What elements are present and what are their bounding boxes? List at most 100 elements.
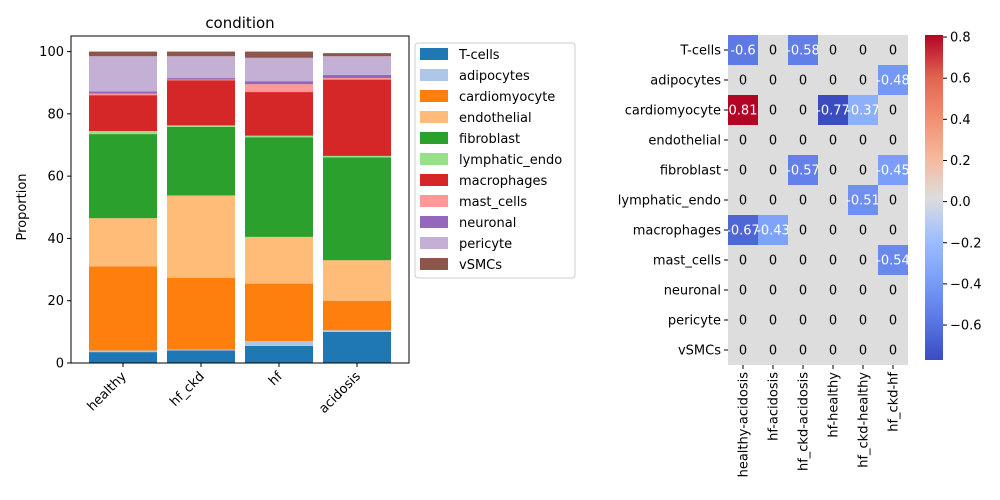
bar-segment-neuronal-hf <box>245 81 313 85</box>
bar-segment-macrophages-hf <box>245 92 313 136</box>
heatmap-cell-label: 0 <box>769 44 777 59</box>
bar-segment-fibroblast-hf <box>245 137 313 237</box>
heatmap-cell-label: -0.67 <box>726 224 760 239</box>
stacked-bar-chart: condition Proportion 0 20 40 60 80 100 health… <box>15 14 576 417</box>
bar-segment-mast-cells-hf <box>245 84 313 93</box>
heatmap-cell-label: -0.48 <box>876 74 910 89</box>
legend: T-cells adipocytes cardiomyocyte endothelia… <box>414 42 576 279</box>
heatmap-cell-label: 0 <box>829 254 837 269</box>
bar-segment-lymphatic-endo-hf <box>245 135 313 138</box>
bar-segment-macrophages-hf-ckd <box>167 80 235 126</box>
legend-label: fibroblast <box>459 132 520 147</box>
heatmap-cell-label: 0 <box>889 194 897 209</box>
legend-swatch <box>420 90 448 102</box>
heatmap-cell-lymphatic-endo-hf-healthy <box>818 185 848 215</box>
heatmap-cell-label: 0 <box>889 344 897 359</box>
bar-segment-fibroblast-hf-ckd <box>167 126 235 196</box>
heatmap-cell-neuronal-hf-ckd-hf <box>878 275 908 305</box>
heatmap-cell-adipocytes-hf-ckd-hf <box>878 65 908 95</box>
legend-label: mast_cells <box>459 195 527 210</box>
heatmap-cell-label: 0 <box>739 194 747 209</box>
heatmap-cell-vsmcs-hf-ckd-healthy <box>848 335 878 365</box>
heatmap-cell-cardiomyocyte-hf-ckd-acidosis <box>788 95 818 125</box>
heatmap-cell-label: 0 <box>799 284 807 299</box>
heatmap-cell-t-cells-healthy-acidosis <box>728 35 758 65</box>
heatmap-cell-pericyte-healthy-acidosis <box>728 305 758 335</box>
heatmap-cell-label: -0.57 <box>786 164 820 179</box>
heatmap-cell-cardiomyocyte-hf-ckd-hf <box>878 95 908 125</box>
heatmap-cell-label: -0.43 <box>756 224 790 239</box>
bar-segment-vsmcs-hf <box>245 51 313 58</box>
bar-segment-t-cells-hf-ckd <box>167 350 235 363</box>
row-label: endothelial <box>648 134 721 149</box>
colorbar-tick-label: 0.0 <box>950 195 971 210</box>
column-label: hf_ckd-healthy <box>857 372 872 468</box>
bar-segment-adipocytes-hf-ckd <box>167 349 235 351</box>
bar-segment-neuronal-acidosis <box>323 74 391 79</box>
bar-segment-macrophages-healthy <box>89 95 157 131</box>
heatmap-cell-label: 0 <box>769 194 777 209</box>
y-axis-label: Proportion <box>15 173 30 240</box>
heatmap-cell-adipocytes-hf-acidosis <box>758 65 788 95</box>
heatmap-cell-mast-cells-hf-healthy <box>818 245 848 275</box>
column-label: hf_ckd-hf <box>887 372 902 432</box>
bar-segment-pericyte-acidosis <box>323 56 391 75</box>
heatmap-cell-adipocytes-hf-healthy <box>818 65 848 95</box>
heatmap-cell-label: 0 <box>889 224 897 239</box>
heatmap-cell-label: 0 <box>889 134 897 149</box>
heatmap-cell-label: -0.58 <box>786 44 820 59</box>
bar-segment-fibroblast-acidosis <box>323 157 391 261</box>
y-tick-label: 100 <box>39 45 64 60</box>
y-tick-label: 0 <box>56 357 64 372</box>
plot-frame <box>70 35 410 364</box>
heatmap-cell-label: 0 <box>889 44 897 59</box>
legend-label: cardiomyocyte <box>459 90 555 105</box>
heatmap-cell-neuronal-hf-ckd-healthy <box>848 275 878 305</box>
heatmap-cell-vsmcs-hf-ckd-acidosis <box>788 335 818 365</box>
column-label: hf_ckd-acidosis <box>797 372 812 471</box>
heatmap-cell-label: 0 <box>859 314 867 329</box>
heatmap-cell-neuronal-hf-healthy <box>818 275 848 305</box>
legend-swatch <box>420 216 448 228</box>
row-label: vSMCs <box>678 344 721 359</box>
column-label: hf-acidosis <box>767 372 782 441</box>
bar-segment-mast-cells-acidosis <box>323 78 391 80</box>
heatmap-cell-label: 0.81 <box>729 104 758 119</box>
heatmap-cell-label: 0 <box>769 344 777 359</box>
heatmap-cell-label: 0 <box>829 164 837 179</box>
heatmap-cell-fibroblast-healthy-acidosis <box>728 155 758 185</box>
row-label: T-cells <box>679 44 721 59</box>
heatmap-cell-label: -0.54 <box>876 254 910 269</box>
legend-label: endothelial <box>459 111 532 126</box>
heatmap-row-labels: T-cells adipocytes cardiomyocyte endothelia… <box>618 44 728 359</box>
row-label: macrophages <box>633 224 721 239</box>
bar-segment-fibroblast-healthy <box>89 134 157 219</box>
heatmap-cell-cardiomyocyte-hf-acidosis <box>758 95 788 125</box>
heatmap-cell-adipocytes-healthy-acidosis <box>728 65 758 95</box>
heatmap-cell-label: 0 <box>829 224 837 239</box>
heatmap-cell-endothelial-hf-healthy <box>818 125 848 155</box>
bar-segment-pericyte-healthy <box>89 56 157 92</box>
heatmap-cell-label: 0 <box>739 254 747 269</box>
heatmap-cell-label: 0 <box>769 314 777 329</box>
heatmap-column-labels: healthy-acidosis hf-acidosis hf_ckd-acidos… <box>737 365 902 477</box>
heatmap-cell-label: 0 <box>769 164 777 179</box>
bar-segment-endothelial-acidosis <box>323 260 391 301</box>
heatmap-cell-label: 0 <box>799 134 807 149</box>
heatmap-cell-label: 0 <box>829 284 837 299</box>
legend-swatch <box>420 174 448 186</box>
row-label: lymphatic_endo <box>618 194 721 209</box>
x-tick-label: hf_ckd <box>167 369 207 409</box>
colorbar-tick-label: −0.4 <box>950 277 982 292</box>
x-tick-label: healthy <box>85 369 130 414</box>
bar-segment-mast-cells-healthy <box>89 93 157 96</box>
bar-segment-neuronal-healthy <box>89 91 157 94</box>
legend-label: neuronal <box>459 216 516 231</box>
bar-segment-endothelial-healthy <box>89 218 157 267</box>
legend-label: adipocytes <box>459 69 530 84</box>
heatmap-cell-endothelial-hf-ckd-healthy <box>848 125 878 155</box>
x-tick-label: hf <box>266 369 286 389</box>
bar-segment-vsmcs-healthy <box>89 51 157 57</box>
bar-segment-macrophages-acidosis <box>323 79 391 156</box>
legend-label: lymphatic_endo <box>459 153 562 168</box>
